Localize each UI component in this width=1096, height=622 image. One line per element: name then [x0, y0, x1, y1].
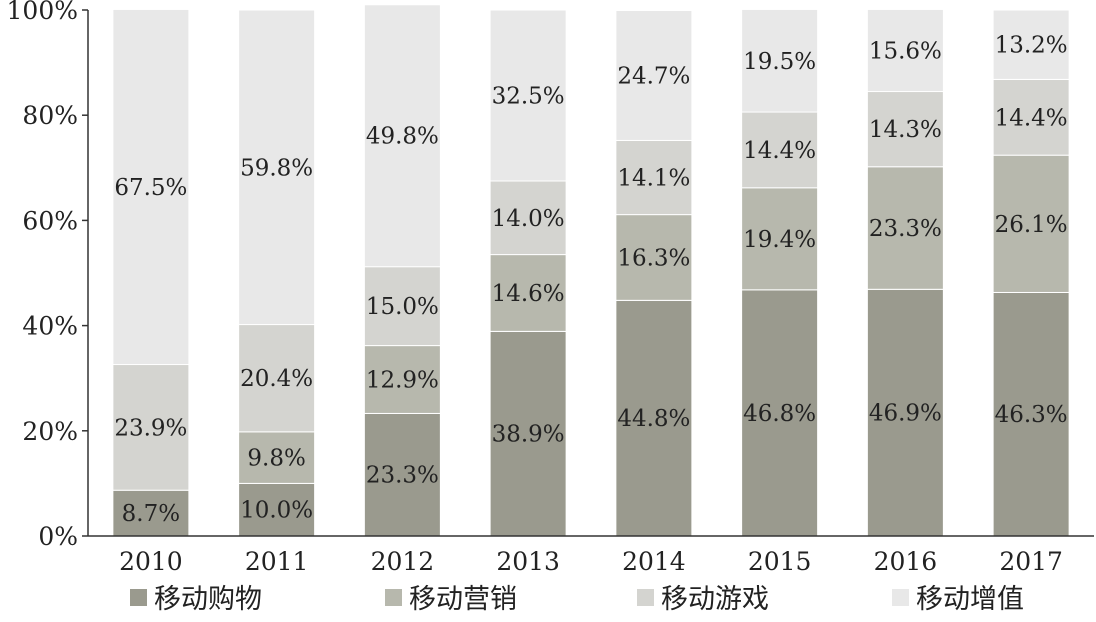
data-label-2011-3: 20.4%	[240, 366, 313, 392]
legend-label-4: 移动增值	[916, 584, 1024, 615]
data-label-2013-4: 32.5%	[492, 83, 565, 109]
legend-label-1: 移动购物	[154, 584, 262, 615]
bar-segment-2012-3	[363, 266, 441, 347]
bar-segment-2016-3	[866, 91, 944, 168]
legend-swatch-4	[892, 589, 909, 606]
bar-segment-2014-1	[615, 299, 693, 537]
x-tick-label: 2017	[999, 547, 1063, 576]
plot-area: 8.7% 23.9% 67.5% 10.0% 9.8% 20.4% 59.8% 23.3% 12…	[112, 4, 1070, 537]
data-label-2015-2: 19.4%	[743, 227, 816, 253]
bar-segment-2010-4	[112, 8, 190, 366]
data-label-2013-2: 14.6%	[492, 281, 565, 307]
data-label-2013-1: 38.9%	[492, 422, 565, 448]
data-label-2016-1: 46.9%	[869, 401, 942, 427]
data-label-2014-3: 14.1%	[617, 166, 690, 192]
bar-segment-2017-3	[992, 78, 1070, 156]
data-label-2010-3: 23.9%	[114, 415, 187, 441]
x-tick-label: 2010	[119, 547, 183, 576]
bar-segment-2015-1	[741, 289, 819, 537]
bar-segment-2013-2	[489, 254, 567, 332]
x-tick-label: 2013	[496, 547, 560, 576]
bar-segment-2011-4	[238, 9, 316, 326]
data-label-2010-1: 8.7%	[122, 501, 180, 527]
bar-segment-2017-4	[992, 9, 1070, 80]
data-label-2017-1: 46.3%	[995, 402, 1068, 428]
data-label-2015-3: 14.4%	[743, 138, 816, 164]
data-label-2017-4: 13.2%	[995, 33, 1068, 59]
legend-label-2: 移动营销	[409, 584, 517, 615]
y-tick-label: 40%	[22, 312, 78, 341]
bar-segment-2011-3	[238, 324, 316, 433]
bar-segment-2016-4	[866, 8, 944, 93]
data-label-2011-1: 10.0%	[240, 498, 313, 524]
bar-segment-2010-3	[112, 364, 190, 491]
data-label-2015-4: 19.5%	[743, 49, 816, 75]
y-tick-label: 20%	[22, 417, 78, 446]
legend-label-3: 移动游戏	[661, 584, 769, 615]
data-label-2013-3: 14.0%	[492, 206, 565, 232]
x-tick-label: 2012	[371, 547, 435, 576]
data-label-2012-2: 12.9%	[366, 368, 439, 394]
data-label-2016-4: 15.6%	[869, 39, 942, 65]
bar-segment-2011-2	[238, 431, 316, 484]
x-tick-label: 2015	[748, 547, 812, 576]
x-tick-label: 2016	[874, 547, 938, 576]
data-label-2011-2: 9.8%	[247, 446, 305, 472]
x-tick-label: 2014	[622, 547, 686, 576]
bar-segment-2011-1	[238, 482, 316, 537]
data-label-2010-4: 67.5%	[114, 175, 187, 201]
bar-segment-2017-2	[992, 154, 1070, 293]
y-axis: 0% 20% 40% 60% 80% 100%	[7, 0, 89, 551]
bar-segment-2015-2	[741, 187, 819, 291]
y-tick-label: 100%	[7, 0, 78, 25]
x-tick-label: 2011	[245, 547, 309, 576]
y-tick-label: 0%	[38, 522, 78, 551]
legend-swatch-3	[637, 589, 654, 606]
bar-segment-2012-2	[363, 345, 441, 414]
bar-segment-2014-2	[615, 214, 693, 301]
data-label-2012-1: 23.3%	[366, 463, 439, 489]
data-label-2012-3: 15.0%	[366, 294, 439, 320]
bar-segment-2016-1	[866, 288, 944, 537]
bar-segment-2016-2	[866, 166, 944, 290]
y-tick-label: 80%	[22, 101, 78, 130]
bar-segment-2014-3	[615, 139, 693, 216]
legend-swatch-1	[130, 589, 147, 606]
data-label-2014-1: 44.8%	[617, 406, 690, 432]
bar-segment-2015-4	[741, 8, 819, 113]
data-label-2014-4: 24.7%	[617, 63, 690, 89]
bar-segment-2013-4	[489, 9, 567, 182]
data-label-2014-2: 16.3%	[617, 245, 690, 271]
legend: 移动购物 移动营销 移动游戏 移动增值	[130, 584, 1024, 615]
data-label-2017-2: 26.1%	[995, 212, 1068, 238]
y-tick-label: 60%	[22, 206, 78, 235]
bar-segment-2014-4	[615, 10, 693, 141]
data-label-2016-2: 23.3%	[869, 216, 942, 242]
legend-swatch-2	[385, 589, 402, 606]
bar-segment-2010-1	[112, 489, 190, 537]
bar-segment-2012-4	[363, 4, 441, 268]
bar-segment-2017-1	[992, 291, 1070, 537]
data-label-2017-3: 14.4%	[995, 105, 1068, 131]
bar-segment-2013-1	[489, 330, 567, 537]
x-axis: 2010 2011 2012 2013 2014 2015 2016 2017	[88, 535, 1094, 576]
data-label-2016-3: 14.3%	[869, 117, 942, 143]
data-label-2015-1: 46.8%	[743, 401, 816, 427]
data-label-2011-4: 59.8%	[240, 155, 313, 181]
bar-segment-2012-1	[363, 412, 441, 537]
data-label-2012-4: 49.8%	[366, 124, 439, 150]
